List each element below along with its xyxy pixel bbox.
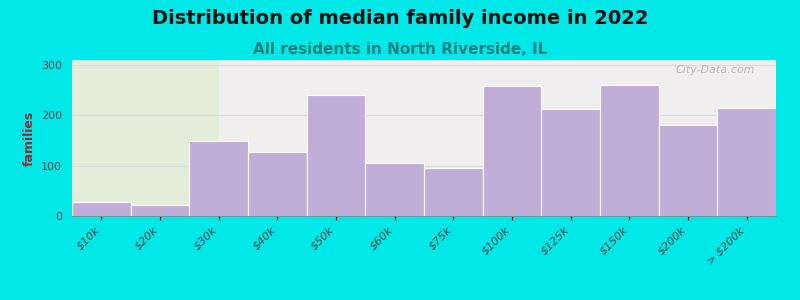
Bar: [190, 140, 248, 216]
Bar: [482, 86, 542, 216]
Bar: [718, 108, 776, 216]
Bar: [248, 152, 306, 216]
Bar: [600, 85, 658, 216]
Bar: [658, 125, 718, 216]
Text: City-Data.com: City-Data.com: [675, 65, 755, 75]
Text: Distribution of median family income in 2022: Distribution of median family income in …: [152, 9, 648, 28]
Bar: [130, 205, 190, 216]
Text: All residents in North Riverside, IL: All residents in North Riverside, IL: [253, 42, 547, 57]
Bar: [424, 168, 482, 216]
Bar: [72, 202, 130, 216]
Bar: [72, 60, 218, 216]
Y-axis label: families: families: [22, 110, 35, 166]
Bar: [542, 109, 600, 216]
Bar: [306, 95, 366, 216]
Bar: [366, 163, 424, 216]
